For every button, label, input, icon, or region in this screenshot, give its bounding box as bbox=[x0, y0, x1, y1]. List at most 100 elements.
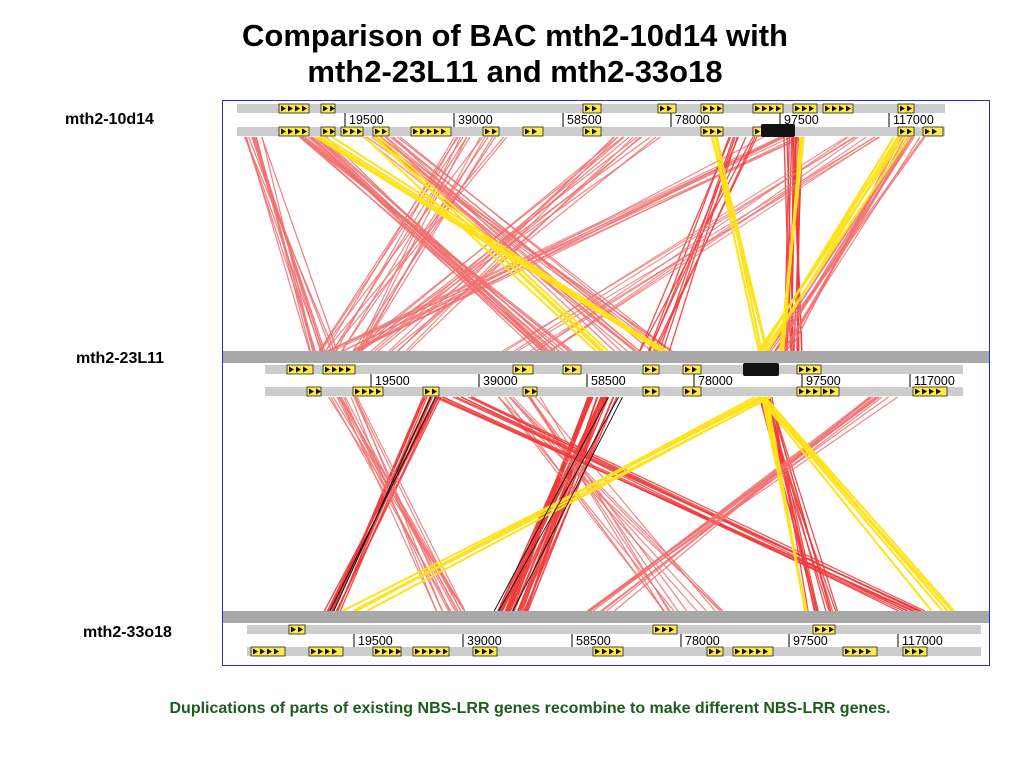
strand-arrow bbox=[346, 366, 351, 373]
match-line bbox=[498, 396, 620, 612]
tick-label: 97500 bbox=[806, 374, 841, 388]
tick-label: 117000 bbox=[893, 113, 934, 127]
match-line bbox=[715, 136, 763, 352]
tick-label: 58500 bbox=[591, 374, 626, 388]
strand-arrow bbox=[289, 366, 294, 373]
strand-arrow bbox=[669, 626, 674, 633]
match-line bbox=[335, 136, 458, 352]
gene-feature bbox=[642, 386, 660, 397]
strand-arrow bbox=[427, 128, 432, 135]
match-line bbox=[757, 136, 905, 352]
match-line bbox=[339, 396, 433, 612]
strand-arrow bbox=[482, 648, 487, 655]
match-line bbox=[386, 136, 640, 352]
match-line bbox=[357, 136, 462, 352]
match-line bbox=[352, 136, 765, 352]
match-line bbox=[245, 136, 311, 352]
match-line bbox=[791, 136, 803, 352]
tick-label: 19500 bbox=[358, 634, 393, 648]
strand-arrow bbox=[922, 388, 927, 395]
match-line bbox=[360, 136, 661, 352]
title-line-1: Comparison of BAC mth2-10d14 with bbox=[242, 18, 788, 53]
strand-arrow bbox=[900, 128, 905, 135]
match-line bbox=[779, 136, 805, 352]
strand-arrow bbox=[825, 105, 830, 112]
strand-arrow bbox=[749, 648, 754, 655]
strand-arrow bbox=[685, 366, 690, 373]
strand-arrow bbox=[703, 128, 708, 135]
strand-arrow bbox=[859, 648, 864, 655]
strand-arrow bbox=[260, 648, 265, 655]
tick-label: 117000 bbox=[914, 374, 955, 388]
match-line bbox=[326, 136, 781, 352]
match-line bbox=[248, 136, 332, 352]
strand-arrow bbox=[325, 648, 330, 655]
strand-arrow bbox=[362, 388, 367, 395]
tick-label: 58500 bbox=[576, 634, 611, 648]
strand-arrow bbox=[839, 105, 844, 112]
strand-arrow bbox=[709, 648, 714, 655]
match-line bbox=[361, 136, 481, 352]
strand-arrow bbox=[645, 366, 650, 373]
match-line bbox=[319, 136, 464, 352]
strand-arrow bbox=[332, 648, 337, 655]
tick-label: 97500 bbox=[784, 113, 819, 127]
strand-arrow bbox=[667, 105, 672, 112]
match-line bbox=[358, 136, 486, 352]
strand-arrow bbox=[742, 648, 747, 655]
strand-arrow bbox=[846, 105, 851, 112]
match-line bbox=[763, 396, 834, 612]
strand-arrow bbox=[585, 105, 590, 112]
strand-arrow bbox=[815, 626, 820, 633]
strand-arrow bbox=[907, 105, 912, 112]
dark-feature-block bbox=[761, 124, 795, 137]
gene-feature bbox=[592, 646, 624, 657]
strand-arrow bbox=[425, 388, 430, 395]
strand-arrow bbox=[915, 388, 920, 395]
strand-arrow bbox=[799, 366, 804, 373]
strand-arrow bbox=[432, 388, 437, 395]
strand-arrow bbox=[762, 105, 767, 112]
match-line bbox=[512, 396, 623, 612]
strand-arrow bbox=[295, 128, 300, 135]
strand-arrow bbox=[685, 388, 690, 395]
match-lines-top-pair bbox=[244, 136, 926, 352]
strand-arrow bbox=[267, 648, 272, 655]
strand-arrow bbox=[375, 128, 380, 135]
match-line bbox=[711, 136, 760, 352]
strand-arrow bbox=[602, 648, 607, 655]
match-line bbox=[763, 136, 911, 352]
gene-feature bbox=[822, 103, 854, 114]
dark-feature-block bbox=[743, 363, 779, 376]
strand-arrow bbox=[375, 648, 380, 655]
strand-arrow bbox=[806, 388, 811, 395]
strand-arrow bbox=[316, 388, 321, 395]
match-line bbox=[333, 396, 432, 612]
bac-label-top: mth2-10d14 bbox=[65, 111, 154, 128]
bac-label-bottom: mth2-33o18 bbox=[83, 624, 172, 641]
strand-arrow bbox=[919, 648, 924, 655]
match-line bbox=[766, 396, 827, 612]
strand-arrow bbox=[852, 648, 857, 655]
strand-arrow bbox=[389, 648, 394, 655]
strand-arrow bbox=[692, 388, 697, 395]
annotation-track bbox=[265, 365, 963, 374]
strand-arrow bbox=[350, 128, 355, 135]
strand-arrow bbox=[585, 128, 590, 135]
annotation-tracks-middle bbox=[265, 363, 963, 397]
match-line bbox=[769, 396, 832, 612]
strand-arrow bbox=[436, 648, 441, 655]
strand-arrow bbox=[802, 105, 807, 112]
strand-arrow bbox=[332, 366, 337, 373]
tick-label: 78000 bbox=[675, 113, 710, 127]
strand-arrow bbox=[595, 648, 600, 655]
strand-arrow bbox=[756, 648, 761, 655]
gene-feature bbox=[897, 126, 915, 137]
match-line bbox=[332, 136, 468, 352]
tick-labels-middle: 19500 39000 58500 78000 97500 117000 bbox=[375, 374, 955, 388]
strand-arrow bbox=[692, 366, 697, 373]
tick-label: 39000 bbox=[467, 634, 502, 648]
match-line bbox=[606, 396, 872, 612]
strand-arrow bbox=[302, 105, 307, 112]
strand-arrow bbox=[525, 128, 530, 135]
